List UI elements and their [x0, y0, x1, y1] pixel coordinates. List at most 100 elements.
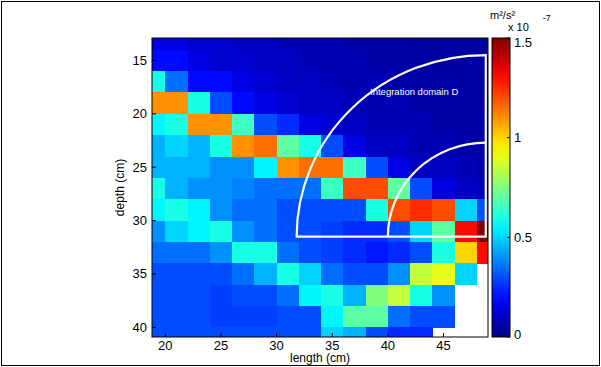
heatmap-cell — [277, 157, 300, 179]
heatmap-cell — [343, 38, 366, 50]
heatmap-cell — [165, 114, 188, 136]
heatmap-cell — [343, 199, 366, 221]
heatmap-cell — [432, 242, 455, 264]
y-tick-label: 20 — [133, 106, 147, 121]
y-tick — [152, 60, 156, 61]
heatmap-cell — [321, 135, 344, 157]
x-tick-label: 20 — [158, 338, 172, 353]
heatmap-cell — [152, 221, 166, 243]
heatmap-cell — [343, 178, 366, 200]
heatmap-cell — [455, 114, 478, 136]
heatmap-cell — [152, 263, 166, 285]
heatmap-cell — [388, 221, 411, 243]
heatmap-cell — [152, 157, 166, 179]
heatmap-cell — [277, 92, 300, 114]
x-tick — [443, 333, 444, 337]
heatmap-cell — [299, 327, 322, 337]
heatmap-cell — [210, 221, 233, 243]
heatmap-cell — [366, 327, 389, 337]
heatmap-cell — [432, 221, 455, 243]
colorbar-tick-label: 0 — [514, 327, 521, 342]
heatmap-cell — [165, 71, 188, 93]
heatmap-cell — [152, 327, 166, 337]
colorbar-tick-label: 0.5 — [514, 230, 532, 245]
heatmap-cell — [188, 285, 211, 307]
heatmap-cell — [152, 135, 166, 157]
heatmap-cell — [343, 285, 366, 307]
heatmap-cell — [232, 327, 255, 337]
heatmap-cell — [343, 242, 366, 264]
heatmap-cell — [299, 38, 322, 50]
heatmap-cell — [152, 114, 166, 136]
colorbar-tick-label: 1.5 — [514, 35, 532, 50]
heatmap-cell — [299, 221, 322, 243]
heatmap-cell — [321, 306, 344, 328]
heatmap-cell — [254, 285, 277, 307]
heatmap-cell — [232, 38, 255, 50]
x-tick — [220, 333, 221, 337]
heatmap-cell — [152, 242, 166, 264]
heatmap-cell — [343, 114, 366, 136]
heatmap-cell — [152, 199, 166, 221]
heatmap-cell — [165, 221, 188, 243]
heatmap-cell — [232, 135, 255, 157]
heatmap-cell — [165, 92, 188, 114]
colorbar-exponent: -7 — [543, 13, 551, 23]
colorbar — [492, 38, 510, 337]
heatmap-cell — [299, 242, 322, 264]
heatmap-cell — [188, 135, 211, 157]
colorbar-tick — [507, 137, 510, 138]
heatmap-cell — [432, 114, 455, 136]
heatmap-cell — [232, 285, 255, 307]
heatmap-cell — [165, 242, 188, 264]
heatmap-cell — [232, 263, 255, 285]
heatmap-cell — [321, 242, 344, 264]
heatmap-cell — [299, 50, 322, 72]
heatmap-cell — [210, 242, 233, 264]
heatmap-cell — [254, 135, 277, 157]
heatmap-cell — [321, 263, 344, 285]
colorbar-tick — [507, 237, 510, 238]
heatmap-cell — [388, 157, 411, 179]
heatmap-cell — [388, 263, 411, 285]
heatmap-cell — [455, 38, 478, 50]
heatmap-cell — [366, 38, 389, 50]
x-tick-label: 30 — [269, 338, 283, 353]
heatmap-cell — [343, 157, 366, 179]
heatmap-cell — [152, 71, 166, 93]
heatmap-cell — [188, 178, 211, 200]
colorbar-tick — [507, 38, 510, 39]
heatmap-cell — [188, 157, 211, 179]
heatmap-cell — [232, 242, 255, 264]
heatmap-cell — [210, 50, 233, 72]
heatmap-cell — [455, 157, 478, 179]
heatmap-cell — [210, 114, 233, 136]
heatmap-cell — [232, 157, 255, 179]
heatmap-cell — [188, 242, 211, 264]
plot-frame — [152, 38, 488, 337]
heatmap-cell — [410, 221, 433, 243]
heatmap-cell — [366, 221, 389, 243]
heatmap-cell — [188, 327, 211, 337]
heatmap-cell — [343, 263, 366, 285]
heatmap-cell — [210, 263, 233, 285]
heatmap-cell — [254, 199, 277, 221]
heatmap-cell — [366, 157, 389, 179]
y-tick — [152, 273, 156, 274]
heatmap-cell — [343, 92, 366, 114]
heatmap-cell — [165, 285, 188, 307]
heatmap-cell — [410, 242, 433, 264]
heatmap-cell — [254, 242, 277, 264]
heatmap-cell — [210, 306, 233, 328]
heatmap-cell — [188, 199, 211, 221]
heatmap-cell — [254, 327, 277, 337]
heatmap-cell — [277, 306, 300, 328]
heatmap-cell — [277, 242, 300, 264]
heatmap-cell — [152, 178, 166, 200]
heatmap-cell — [321, 157, 344, 179]
heatmap-cell — [232, 178, 255, 200]
y-tick-label: 30 — [133, 213, 147, 228]
heatmap-cell — [210, 135, 233, 157]
heatmap-cell — [210, 71, 233, 93]
heatmap-cell — [152, 38, 166, 50]
